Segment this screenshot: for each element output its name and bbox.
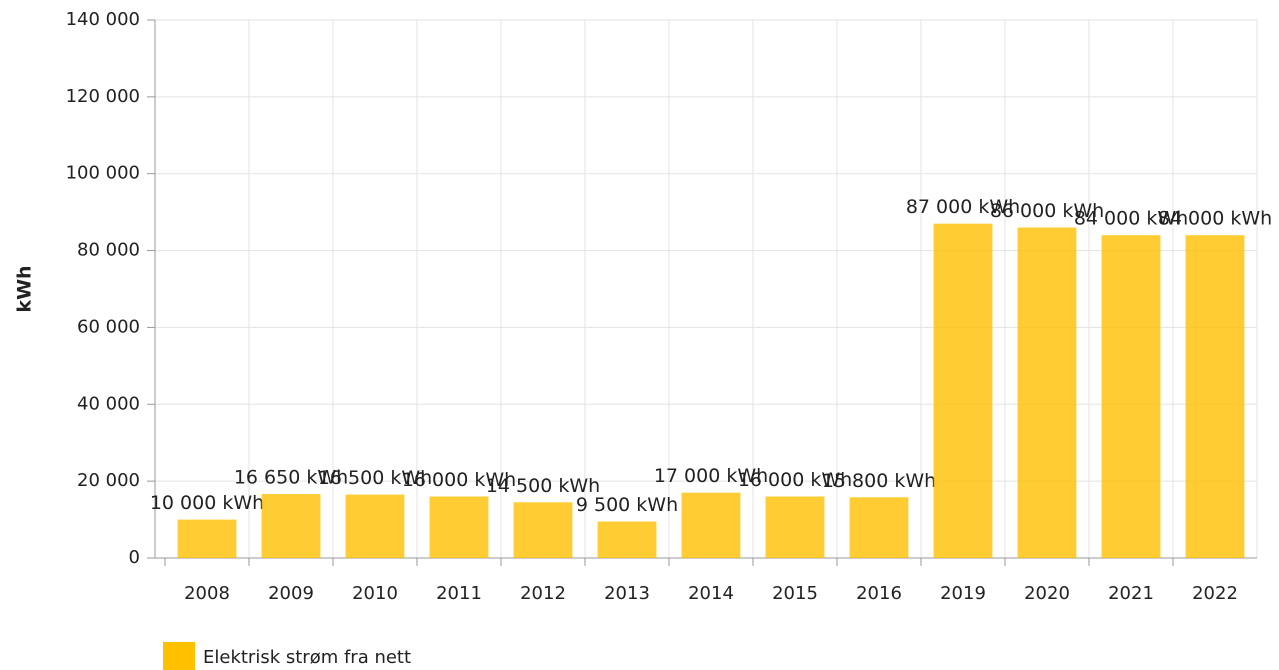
- bar: [849, 497, 909, 558]
- bar: [597, 521, 657, 558]
- x-tick-label: 2008: [184, 583, 230, 604]
- data-label: 16 000 kWh: [402, 469, 516, 491]
- x-tick-label: 2012: [520, 583, 566, 604]
- bar: [177, 519, 237, 558]
- x-tick-label: 2014: [688, 583, 734, 604]
- bar: [1101, 235, 1161, 558]
- data-label: 15 800 kWh: [822, 470, 936, 492]
- bar: [429, 496, 489, 558]
- x-tick-label: 2010: [352, 583, 398, 604]
- data-label: 86 000 kWh: [990, 200, 1104, 222]
- bar: [933, 223, 993, 558]
- y-tick-label: 20 000: [77, 470, 140, 491]
- y-tick-label: 80 000: [77, 240, 140, 261]
- bar: [345, 494, 405, 558]
- data-label: 9 500 kWh: [576, 494, 678, 516]
- x-tick-label: 2009: [268, 583, 314, 604]
- data-label: 84 000 kWh: [1158, 208, 1272, 230]
- data-label: 84 000 kWh: [1074, 208, 1188, 230]
- data-label: 16 500 kWh: [318, 467, 432, 489]
- y-axis-title: kWh: [14, 265, 36, 312]
- bar: [765, 496, 825, 558]
- y-tick-label: 120 000: [66, 86, 140, 107]
- data-label: 17 000 kWh: [654, 465, 768, 487]
- x-tick-label: 2016: [856, 583, 902, 604]
- y-tick-label: 40 000: [77, 393, 140, 414]
- y-tick-label: 0: [129, 547, 140, 568]
- x-tick-label: 2022: [1192, 583, 1238, 604]
- data-label: 14 500 kWh: [486, 475, 600, 497]
- y-tick-label: 100 000: [66, 163, 140, 184]
- y-tick-label: 140 000: [66, 9, 140, 30]
- legend-label: Elektrisk strøm fra nett: [203, 647, 411, 668]
- x-tick-label: 2019: [940, 583, 986, 604]
- x-tick-label: 2021: [1108, 583, 1154, 604]
- y-tick-label: 60 000: [77, 316, 140, 337]
- bar: [513, 502, 573, 558]
- data-label: 87 000 kWh: [906, 196, 1020, 218]
- legend-swatch: [163, 642, 195, 670]
- data-label: 16 000 kWh: [738, 469, 852, 491]
- bar: [1185, 235, 1245, 558]
- bar: [1017, 227, 1077, 558]
- x-tick-label: 2011: [436, 583, 482, 604]
- data-label: 10 000 kWh: [150, 492, 264, 514]
- bar: [261, 494, 321, 558]
- x-tick-label: 2013: [604, 583, 650, 604]
- bar: [681, 492, 741, 558]
- x-tick-label: 2015: [772, 583, 818, 604]
- data-label: 16 650 kWh: [234, 467, 348, 489]
- x-tick-label: 2020: [1024, 583, 1070, 604]
